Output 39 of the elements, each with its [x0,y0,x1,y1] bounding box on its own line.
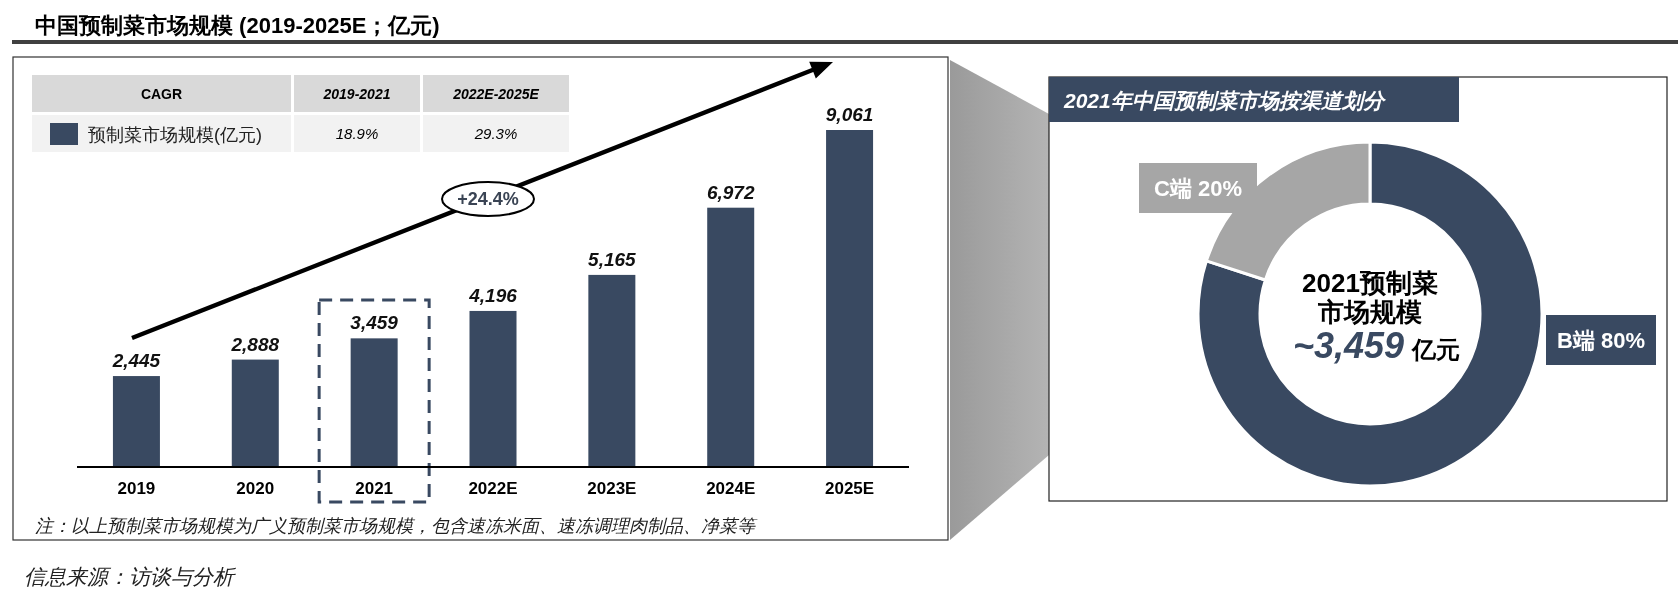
text: CAGR [140,86,183,102]
text: 2022E-2025E [452,86,540,102]
donut-slice [1196,140,1544,488]
text: 2021预制菜 [1302,268,1438,298]
data-label: 4,196 [468,284,518,306]
data-label: 9,061 [825,104,874,125]
bar [826,130,874,467]
bar [112,376,160,467]
text: 注：以上预制菜市场规模为广义预制菜市场规模，包含速冻米面、速冻调理肉制品、净菜等 [35,516,758,536]
x-tick-label: 2025E [824,479,875,498]
x-tick-label: 2023E [587,479,637,498]
data-label: 3,459 [350,312,399,334]
x-tick-label: 2021 [355,479,394,498]
chart-title: 2021年中国预制菜市场按渠道划分 [1063,89,1387,112]
x-tick-label: 2022E [468,479,518,498]
bar [350,338,398,467]
slice-label: B端 80% [1556,328,1646,353]
annotation: +24.4% [457,189,519,209]
text: 市场规模 [1317,297,1422,327]
chart-title: 中国预制菜市场规模 (2019-2025E；亿元) [35,13,440,38]
data-label: 6,972 [706,181,755,203]
bar [707,207,755,467]
legend-label: 预制菜市场规模(亿元) [88,125,262,145]
text: ~3,459 [1292,325,1404,366]
x-tick-label: 2024E [706,479,756,498]
bar [588,274,636,467]
annotation: 29.3% [473,125,518,142]
annotation: 18.9% [335,125,379,142]
bar [469,310,517,467]
data-label: 5,165 [588,248,637,270]
x-tick-label: 2019 [117,479,156,498]
data-label: 2,888 [230,333,280,355]
slice-label: C端 20% [1153,176,1243,201]
bar [231,359,279,467]
data-label: 2,445 [111,350,161,372]
text: 信息来源：访谈与分析 [24,565,236,588]
text: 亿元 [1411,336,1460,363]
x-tick-label: 2020 [236,479,275,498]
text: 2019-2021 [322,86,391,102]
